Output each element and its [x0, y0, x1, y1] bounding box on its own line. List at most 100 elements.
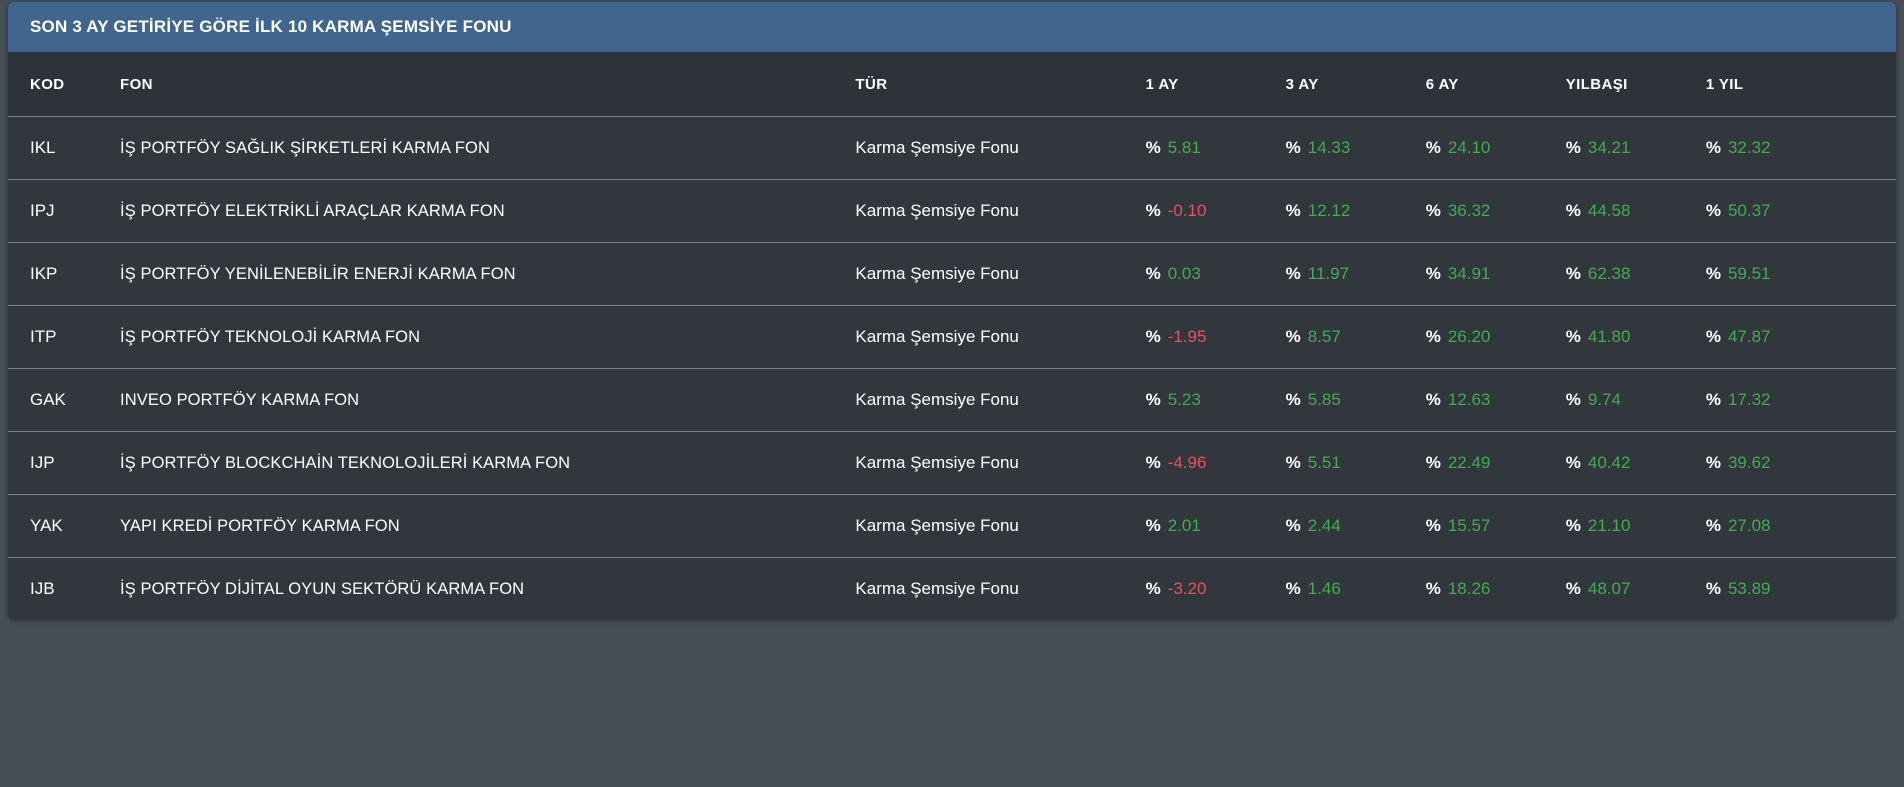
percent-sign: %: [1705, 138, 1721, 157]
return-value: -3.20: [1167, 579, 1207, 598]
return-value: -4.96: [1167, 453, 1207, 472]
col-header-fon: FON: [120, 52, 856, 117]
table-row[interactable]: IKP İŞ PORTFÖY YENİLENEBİLİR ENERJİ KARM…: [8, 242, 1896, 306]
return-value: 22.49: [1447, 453, 1491, 472]
table-row[interactable]: GAK INVEO PORTFÖY KARMA FON Karma Şemsiy…: [8, 368, 1896, 432]
percent-sign: %: [1145, 327, 1161, 346]
percent-sign: %: [1285, 138, 1301, 157]
fund-type: Karma Şemsiye Fonu: [855, 305, 1146, 369]
return-1yil: % 50.37: [1705, 179, 1896, 243]
percent-sign: %: [1145, 201, 1161, 220]
return-value: 5.85: [1307, 390, 1341, 409]
return-yilbasi: % 34.21: [1565, 116, 1706, 180]
return-6ay: % 22.49: [1425, 431, 1566, 495]
percent-sign: %: [1285, 453, 1301, 472]
return-value: 34.91: [1447, 264, 1491, 283]
return-value: 14.33: [1307, 138, 1351, 157]
fund-name: İŞ PORTFÖY YENİLENEBİLİR ENERJİ KARMA FO…: [120, 242, 856, 306]
fund-type: Karma Şemsiye Fonu: [855, 116, 1146, 180]
return-value: 2.44: [1307, 516, 1341, 535]
card-title-bar: SON 3 AY GETİRİYE GÖRE İLK 10 KARMA ŞEMS…: [8, 2, 1896, 52]
col-header-3ay: 3 AY: [1285, 52, 1426, 117]
return-3ay: % 2.44: [1285, 494, 1426, 558]
fund-type: Karma Şemsiye Fonu: [855, 494, 1146, 558]
fund-code: IJP: [8, 431, 121, 495]
table-row[interactable]: IJP İŞ PORTFÖY BLOCKCHAİN TEKNOLOJİLERİ …: [8, 431, 1896, 495]
percent-sign: %: [1145, 516, 1161, 535]
return-value: 41.80: [1587, 327, 1631, 346]
fund-type: Karma Şemsiye Fonu: [855, 431, 1146, 495]
fund-table: KOD FON TÜR 1 AY 3 AY 6 AY YILBAŞI 1 YIL…: [8, 52, 1896, 620]
return-6ay: % 24.10: [1425, 116, 1566, 180]
col-header-tur: TÜR: [855, 52, 1146, 117]
percent-sign: %: [1705, 327, 1721, 346]
return-1ay: % -3.20: [1145, 557, 1286, 620]
fund-name: YAPI KREDİ PORTFÖY KARMA FON: [120, 494, 856, 558]
fund-name: INVEO PORTFÖY KARMA FON: [120, 368, 856, 432]
fund-name: İŞ PORTFÖY SAĞLIK ŞİRKETLERİ KARMA FON: [120, 116, 856, 180]
fund-table-card: SON 3 AY GETİRİYE GÖRE İLK 10 KARMA ŞEMS…: [8, 2, 1896, 620]
return-yilbasi: % 44.58: [1565, 179, 1706, 243]
return-value: 32.32: [1727, 138, 1771, 157]
fund-code: YAK: [8, 494, 121, 558]
percent-sign: %: [1565, 579, 1581, 598]
percent-sign: %: [1565, 138, 1581, 157]
return-1ay: % 5.81: [1145, 116, 1286, 180]
return-value: 53.89: [1727, 579, 1771, 598]
col-header-kod: KOD: [8, 52, 121, 117]
fund-type: Karma Şemsiye Fonu: [855, 179, 1146, 243]
return-3ay: % 14.33: [1285, 116, 1426, 180]
return-6ay: % 15.57: [1425, 494, 1566, 558]
return-value: -0.10: [1167, 201, 1207, 220]
return-value: 2.01: [1167, 516, 1201, 535]
return-value: 17.32: [1727, 390, 1771, 409]
return-3ay: % 5.51: [1285, 431, 1426, 495]
percent-sign: %: [1565, 327, 1581, 346]
percent-sign: %: [1565, 390, 1581, 409]
percent-sign: %: [1145, 138, 1161, 157]
percent-sign: %: [1285, 579, 1301, 598]
return-6ay: % 34.91: [1425, 242, 1566, 306]
card-title: SON 3 AY GETİRİYE GÖRE İLK 10 KARMA ŞEMS…: [30, 17, 512, 36]
return-value: 21.10: [1587, 516, 1631, 535]
return-1yil: % 17.32: [1705, 368, 1896, 432]
percent-sign: %: [1705, 390, 1721, 409]
return-1yil: % 47.87: [1705, 305, 1896, 369]
table-row[interactable]: IJB İŞ PORTFÖY DİJİTAL OYUN SEKTÖRÜ KARM…: [8, 557, 1896, 620]
table-row[interactable]: YAK YAPI KREDİ PORTFÖY KARMA FON Karma Ş…: [8, 494, 1896, 558]
percent-sign: %: [1425, 138, 1441, 157]
return-value: 11.97: [1307, 264, 1350, 283]
percent-sign: %: [1565, 201, 1581, 220]
percent-sign: %: [1285, 516, 1301, 535]
table-row[interactable]: ITP İŞ PORTFÖY TEKNOLOJİ KARMA FON Karma…: [8, 305, 1896, 369]
return-value: -1.95: [1167, 327, 1207, 346]
return-value: 5.51: [1307, 453, 1341, 472]
percent-sign: %: [1425, 264, 1441, 283]
percent-sign: %: [1425, 327, 1441, 346]
fund-code: IKP: [8, 242, 121, 306]
return-value: 5.81: [1167, 138, 1201, 157]
fund-code: IJB: [8, 557, 121, 620]
percent-sign: %: [1705, 516, 1721, 535]
fund-name: İŞ PORTFÖY BLOCKCHAİN TEKNOLOJİLERİ KARM…: [120, 431, 856, 495]
return-1yil: % 39.62: [1705, 431, 1896, 495]
percent-sign: %: [1145, 453, 1161, 472]
return-value: 1.46: [1307, 579, 1341, 598]
table-row[interactable]: IKL İŞ PORTFÖY SAĞLIK ŞİRKETLERİ KARMA F…: [8, 116, 1896, 180]
fund-code: GAK: [8, 368, 121, 432]
return-3ay: % 12.12: [1285, 179, 1426, 243]
table-row[interactable]: IPJ İŞ PORTFÖY ELEKTRİKLİ ARAÇLAR KARMA …: [8, 179, 1896, 243]
percent-sign: %: [1565, 264, 1581, 283]
fund-name: İŞ PORTFÖY ELEKTRİKLİ ARAÇLAR KARMA FON: [120, 179, 856, 243]
return-1ay: % 5.23: [1145, 368, 1286, 432]
percent-sign: %: [1425, 516, 1441, 535]
percent-sign: %: [1565, 516, 1581, 535]
return-value: 48.07: [1587, 579, 1631, 598]
fund-name: İŞ PORTFÖY DİJİTAL OYUN SEKTÖRÜ KARMA FO…: [120, 557, 856, 620]
percent-sign: %: [1425, 201, 1441, 220]
return-value: 36.32: [1447, 201, 1491, 220]
col-header-yilbasi: YILBAŞI: [1565, 52, 1706, 117]
percent-sign: %: [1705, 201, 1721, 220]
return-yilbasi: % 9.74: [1565, 368, 1706, 432]
return-value: 12.12: [1307, 201, 1351, 220]
